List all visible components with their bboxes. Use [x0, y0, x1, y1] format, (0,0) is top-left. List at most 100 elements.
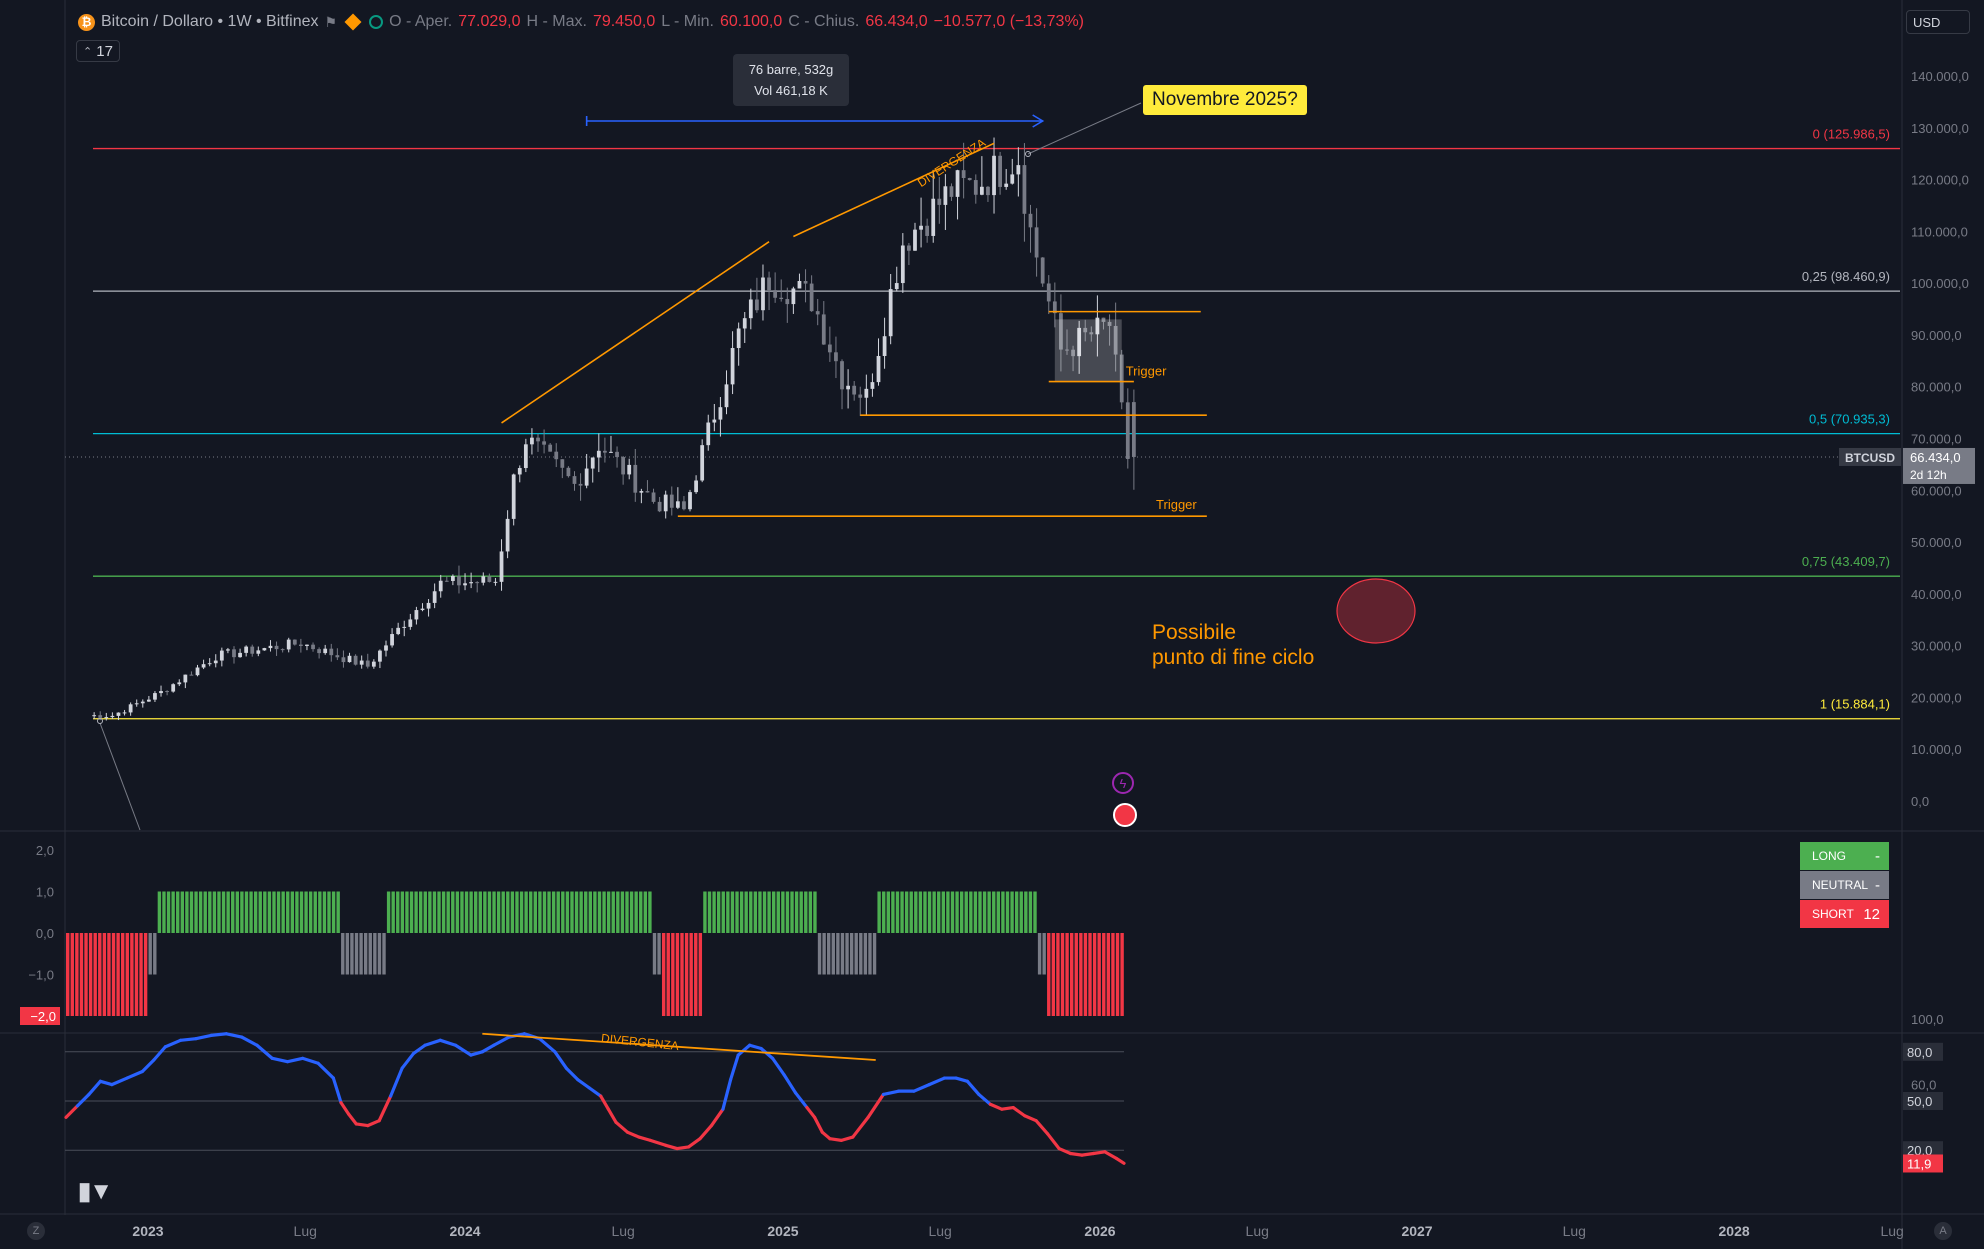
candle-body — [457, 575, 461, 586]
oscillator-segment — [194, 1033, 213, 1041]
consolidation-box — [1054, 319, 1122, 382]
price-tick-label: 0,0 — [1911, 794, 1929, 809]
flag-icon[interactable]: ⚑ — [324, 13, 338, 30]
candle-body — [955, 170, 960, 197]
signal-row-short: SHORT 12 — [1800, 900, 1889, 928]
signal-bar — [827, 933, 831, 975]
oscillator-segment — [64, 1104, 80, 1120]
us-flag-event-icon[interactable] — [1113, 803, 1137, 827]
range-arrow-head — [1032, 114, 1045, 128]
signal-bar — [882, 891, 886, 933]
candle-body — [633, 464, 638, 493]
open-label: O - Aper. — [389, 13, 453, 30]
signal-bar — [927, 891, 932, 933]
signal-bar — [162, 891, 166, 933]
candle-body — [146, 699, 151, 702]
signal-bar — [171, 891, 175, 933]
signal-bar — [1060, 933, 1065, 1016]
signal-bar — [914, 891, 918, 933]
signal-bar — [597, 891, 602, 933]
candle-body — [1004, 183, 1009, 187]
bitcoin-icon: ₿ — [78, 13, 95, 31]
oscillator-segment — [354, 1122, 370, 1128]
oscillator-level-label: 20,0 — [1907, 1143, 1932, 1158]
oscillator-segment — [285, 1056, 305, 1064]
callout-leader — [1027, 102, 1142, 155]
signal-bar — [281, 891, 285, 933]
oscillator-level-label: 80,0 — [1907, 1045, 1932, 1060]
signal-bar — [464, 891, 469, 933]
oscillator-segment — [977, 1092, 992, 1106]
candle-body — [590, 457, 595, 469]
signal-bar — [556, 891, 560, 933]
signal-bar — [964, 891, 968, 933]
symbol-header: ₿ Bitcoin / Dollaro • 1W • Bitfinex ⚑ O … — [78, 10, 1084, 34]
symbol-title[interactable]: Bitcoin / Dollaro • 1W • Bitfinex — [101, 13, 319, 30]
signal-bar — [483, 891, 487, 933]
signal-bar — [414, 891, 418, 933]
candle-body — [1071, 349, 1075, 357]
signal-bar — [428, 891, 432, 933]
oscillator-segment — [813, 1115, 824, 1134]
signal-bar — [478, 891, 482, 933]
market-status-icon[interactable] — [369, 15, 384, 29]
signal-bar — [918, 891, 923, 933]
candle-body — [378, 650, 382, 662]
candle-body — [730, 348, 735, 385]
candle-body — [329, 648, 334, 656]
signal-bar — [817, 933, 822, 975]
candle-body — [949, 186, 954, 197]
zoom-reset-button[interactable]: Z — [27, 1222, 45, 1240]
cycle-end-note[interactable]: Possibile punto di fine ciclo — [1152, 620, 1314, 670]
signal-bar — [941, 891, 946, 933]
candle-body — [852, 385, 857, 395]
diamond-icon[interactable] — [344, 13, 362, 31]
currency-selector[interactable]: USD — [1906, 10, 1970, 34]
signal-bar — [157, 891, 162, 933]
candle-body — [268, 645, 273, 649]
fib-level-label: 1 (15.884,1) — [1820, 697, 1890, 712]
callout-anchor — [1025, 151, 1031, 157]
candle-body — [341, 657, 346, 663]
signal-long-label: LONG — [1812, 849, 1847, 863]
signal-bar — [1083, 933, 1088, 1016]
oscillator-segment — [400, 1051, 416, 1070]
candle-body — [651, 492, 656, 502]
candle-body — [493, 581, 498, 583]
indicators-collapse-button[interactable]: ⌃ 17 — [76, 40, 120, 62]
signal-bar — [790, 891, 794, 933]
signal-bar — [304, 891, 308, 933]
oscillator-segment — [793, 1091, 809, 1110]
signal-bar — [524, 891, 528, 933]
signal-bar — [1056, 933, 1060, 1016]
lightning-alert-icon[interactable]: ϟ — [1112, 772, 1134, 794]
time-tick-label: 2026 — [1084, 1223, 1115, 1239]
signal-bar — [1115, 933, 1120, 1016]
oscillator-segment — [771, 1056, 786, 1077]
candle-body — [390, 634, 394, 646]
auto-scale-button[interactable]: A — [1934, 1222, 1952, 1240]
candle-body — [396, 627, 401, 635]
candle-body — [1119, 354, 1124, 403]
candle-body — [523, 444, 528, 469]
callout-label[interactable]: Novembre 2025? — [1143, 85, 1307, 115]
candle-body — [609, 451, 613, 453]
signal-bar — [877, 891, 881, 933]
candle-body — [1089, 332, 1094, 335]
signal-bar — [625, 891, 629, 933]
signal-bar — [634, 891, 638, 933]
candle-body — [140, 701, 145, 704]
signal-bar — [368, 933, 372, 975]
oscillator-segment — [866, 1092, 885, 1120]
candle-body — [876, 355, 881, 383]
signal-bar — [1014, 891, 1019, 933]
candle-body — [250, 646, 255, 654]
signal-bar — [813, 891, 817, 933]
signal-bar — [153, 933, 157, 975]
tradingview-logo[interactable]: ▮▼ — [78, 1178, 113, 1205]
signal-bar — [744, 891, 748, 933]
oscillator-segment — [782, 1073, 798, 1095]
candle-body — [682, 501, 686, 510]
